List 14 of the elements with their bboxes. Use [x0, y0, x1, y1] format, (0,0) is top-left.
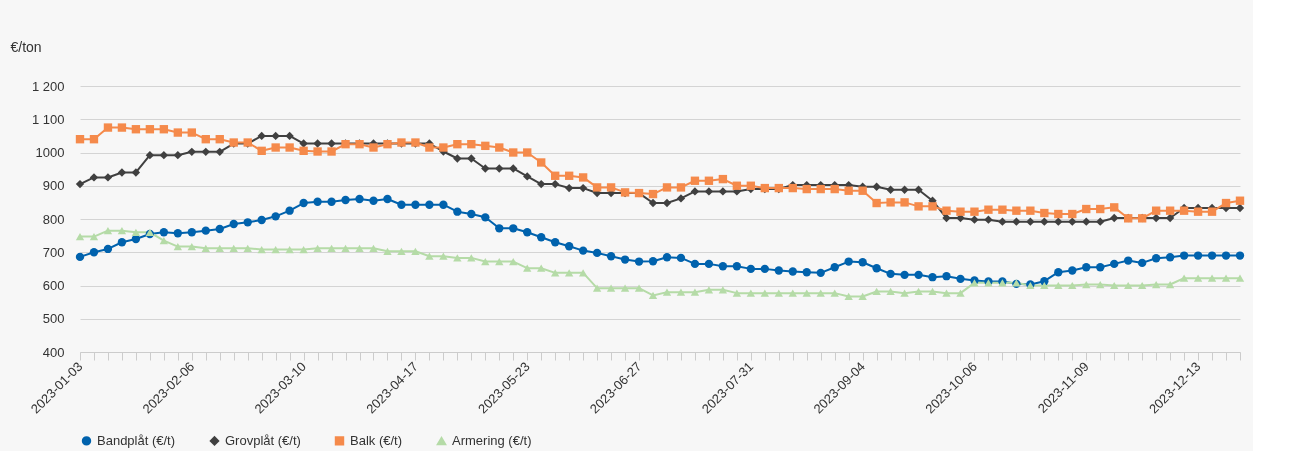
y-tick-label: 800: [42, 211, 65, 227]
legend-label: Armering (€/t): [452, 433, 532, 449]
y-tick-label: 400: [42, 344, 65, 360]
y-tick-label: 700: [42, 244, 65, 260]
legend-label: Bandplåt (€/t): [97, 432, 176, 448]
y-tick-label: 900: [42, 178, 65, 194]
legend-label: Balk (€/t): [350, 432, 403, 448]
y-tick-label: 500: [42, 311, 65, 327]
y-tick-label: 600: [42, 278, 65, 293]
y-tick-label: 1000: [35, 145, 65, 160]
y-tick-label: 1 100: [31, 111, 65, 127]
y-tick-label: 1 200: [31, 78, 65, 94]
legend-label: Grovplåt (€/t): [225, 432, 301, 448]
y-axis-title: €/ton: [10, 38, 42, 55]
